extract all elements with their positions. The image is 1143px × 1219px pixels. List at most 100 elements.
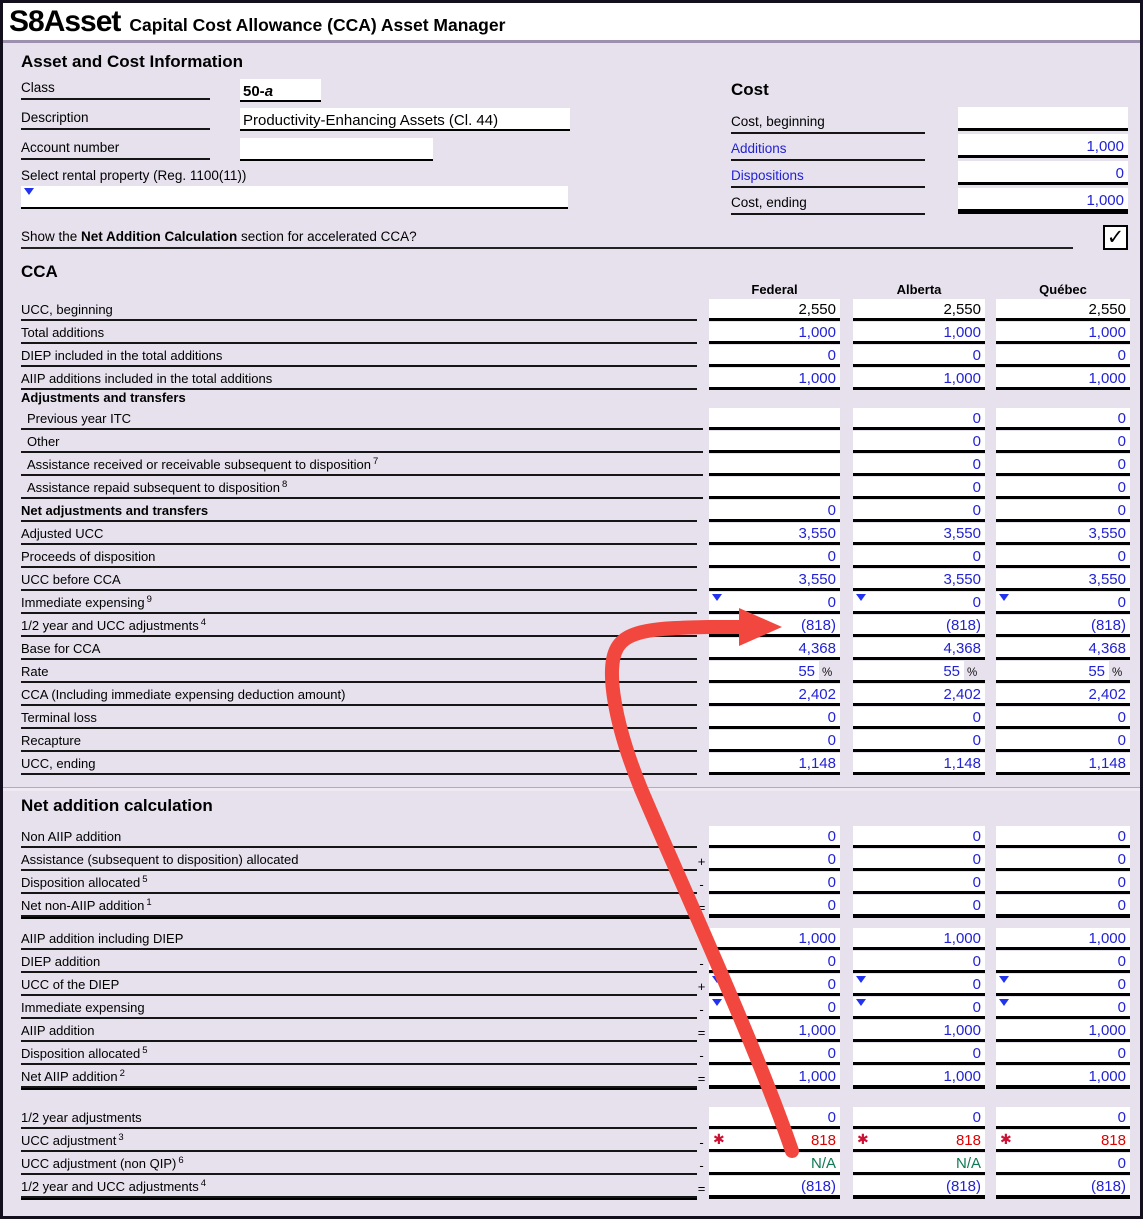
value-cell[interactable]: 55% bbox=[996, 661, 1130, 683]
value-cell[interactable]: 0 bbox=[853, 1107, 985, 1129]
value-cell[interactable]: 0 bbox=[709, 730, 840, 752]
value-cell[interactable]: 0 bbox=[853, 408, 985, 430]
value-cell[interactable]: 0 bbox=[996, 730, 1130, 752]
dropdown-triangle-icon[interactable] bbox=[712, 999, 722, 1006]
value-cell[interactable] bbox=[709, 431, 840, 453]
value-cell[interactable]: 0 bbox=[709, 592, 840, 614]
value-cell[interactable]: ✱ 818 bbox=[709, 1130, 840, 1152]
value-cell[interactable]: 2,550 bbox=[853, 299, 985, 321]
value-cell[interactable]: 1,000 bbox=[853, 322, 985, 344]
value-cell[interactable]: 3,550 bbox=[996, 569, 1130, 591]
cost-dispositions-link[interactable]: Dispositions bbox=[731, 168, 925, 188]
value-cell[interactable]: 0 bbox=[996, 707, 1130, 729]
value-cell[interactable]: 0 bbox=[996, 997, 1130, 1019]
value-cell[interactable]: 0 bbox=[709, 895, 840, 918]
value-cell[interactable]: 0 bbox=[996, 477, 1130, 499]
value-cell[interactable]: 0 bbox=[853, 997, 985, 1019]
cost-beginning-field[interactable] bbox=[958, 107, 1128, 131]
value-cell[interactable]: 0 bbox=[853, 592, 985, 614]
value-cell[interactable]: 1,000 bbox=[853, 1066, 985, 1089]
value-cell[interactable]: 3,550 bbox=[709, 523, 840, 545]
dropdown-triangle-icon[interactable] bbox=[856, 976, 866, 983]
value-cell[interactable]: 4,368 bbox=[996, 638, 1130, 660]
value-cell[interactable]: 0 bbox=[996, 345, 1130, 367]
value-cell[interactable]: 0 bbox=[709, 1107, 840, 1129]
value-cell[interactable]: 0 bbox=[853, 707, 985, 729]
value-cell[interactable]: (818) bbox=[996, 1176, 1130, 1199]
value-cell[interactable] bbox=[709, 408, 840, 430]
value-cell[interactable]: 0 bbox=[996, 872, 1130, 894]
value-cell[interactable]: 0 bbox=[853, 1043, 985, 1065]
value-cell[interactable]: 0 bbox=[709, 849, 840, 871]
value-cell[interactable]: 0 bbox=[853, 477, 985, 499]
value-cell[interactable]: 2,402 bbox=[996, 684, 1130, 706]
value-cell[interactable]: 0 bbox=[853, 974, 985, 996]
value-cell[interactable]: ✱ 818 bbox=[996, 1130, 1130, 1152]
cost-dispositions-field[interactable]: 0 bbox=[958, 161, 1128, 185]
value-cell[interactable]: 0 bbox=[709, 997, 840, 1019]
value-cell[interactable]: 1,148 bbox=[709, 753, 840, 775]
value-cell[interactable]: 0 bbox=[996, 849, 1130, 871]
net-addition-checkbox[interactable]: ✓ bbox=[1103, 225, 1128, 250]
value-cell[interactable]: 0 bbox=[996, 431, 1130, 453]
value-cell[interactable]: 0 bbox=[996, 408, 1130, 430]
value-cell[interactable]: 4,368 bbox=[709, 638, 840, 660]
cost-ending-field[interactable]: 1,000 bbox=[958, 188, 1128, 214]
value-cell[interactable]: 0 bbox=[709, 707, 840, 729]
value-cell[interactable]: 3,550 bbox=[996, 523, 1130, 545]
account-number-field[interactable] bbox=[240, 138, 433, 161]
dropdown-triangle-icon[interactable] bbox=[712, 594, 722, 601]
value-cell[interactable]: 0 bbox=[996, 1153, 1130, 1175]
value-cell[interactable]: 0 bbox=[853, 826, 985, 848]
value-cell[interactable]: (818) bbox=[853, 1176, 985, 1199]
value-cell[interactable]: 0 bbox=[853, 454, 985, 476]
value-cell[interactable]: 0 bbox=[853, 872, 985, 894]
value-cell[interactable]: 3,550 bbox=[853, 569, 985, 591]
value-cell[interactable]: N/A bbox=[709, 1153, 840, 1175]
value-cell[interactable]: 1,000 bbox=[996, 322, 1130, 344]
value-cell[interactable]: 55% bbox=[709, 661, 840, 683]
value-cell[interactable]: 3,550 bbox=[853, 523, 985, 545]
value-cell[interactable]: 0 bbox=[996, 951, 1130, 973]
value-cell[interactable]: 0 bbox=[709, 826, 840, 848]
dropdown-triangle-icon[interactable] bbox=[999, 999, 1009, 1006]
value-cell[interactable]: 0 bbox=[709, 872, 840, 894]
value-cell[interactable]: 2,402 bbox=[709, 684, 840, 706]
value-cell[interactable]: 0 bbox=[996, 974, 1130, 996]
value-cell[interactable]: 0 bbox=[853, 431, 985, 453]
value-cell[interactable]: 55% bbox=[853, 661, 985, 683]
value-cell[interactable]: 0 bbox=[996, 592, 1130, 614]
value-cell[interactable]: 0 bbox=[709, 500, 840, 522]
value-cell[interactable]: 2,402 bbox=[853, 684, 985, 706]
value-cell[interactable]: 2,550 bbox=[709, 299, 840, 321]
value-cell[interactable]: 1,148 bbox=[853, 753, 985, 775]
value-cell[interactable]: 0 bbox=[853, 546, 985, 568]
value-cell[interactable]: 1,000 bbox=[996, 1066, 1130, 1089]
value-cell[interactable]: 4,368 bbox=[853, 638, 985, 660]
value-cell[interactable]: 0 bbox=[853, 849, 985, 871]
dropdown-triangle-icon[interactable] bbox=[999, 594, 1009, 601]
cost-additions-link[interactable]: Additions bbox=[731, 141, 925, 161]
dropdown-triangle-icon[interactable] bbox=[856, 999, 866, 1006]
value-cell[interactable]: 0 bbox=[853, 951, 985, 973]
value-cell[interactable]: 0 bbox=[996, 500, 1130, 522]
value-cell[interactable]: 0 bbox=[853, 730, 985, 752]
value-cell[interactable]: 0 bbox=[709, 951, 840, 973]
value-cell[interactable] bbox=[709, 454, 840, 476]
rental-property-dropdown[interactable] bbox=[21, 186, 568, 209]
value-cell[interactable]: 1,000 bbox=[996, 928, 1130, 950]
value-cell[interactable]: 1,000 bbox=[853, 1020, 985, 1042]
value-cell[interactable]: ✱ 818 bbox=[853, 1130, 985, 1152]
value-cell[interactable]: 0 bbox=[996, 1043, 1130, 1065]
value-cell[interactable]: 0 bbox=[853, 500, 985, 522]
dropdown-triangle-icon[interactable] bbox=[24, 188, 34, 195]
value-cell[interactable]: 0 bbox=[996, 1107, 1130, 1129]
value-cell[interactable] bbox=[709, 477, 840, 499]
value-cell[interactable]: 1,000 bbox=[996, 368, 1130, 390]
cost-additions-field[interactable]: 1,000 bbox=[958, 134, 1128, 158]
value-cell[interactable]: 2,550 bbox=[996, 299, 1130, 321]
value-cell[interactable]: 1,000 bbox=[853, 368, 985, 390]
dropdown-triangle-icon[interactable] bbox=[712, 976, 722, 983]
value-cell[interactable]: 0 bbox=[996, 454, 1130, 476]
value-cell[interactable]: 0 bbox=[996, 826, 1130, 848]
